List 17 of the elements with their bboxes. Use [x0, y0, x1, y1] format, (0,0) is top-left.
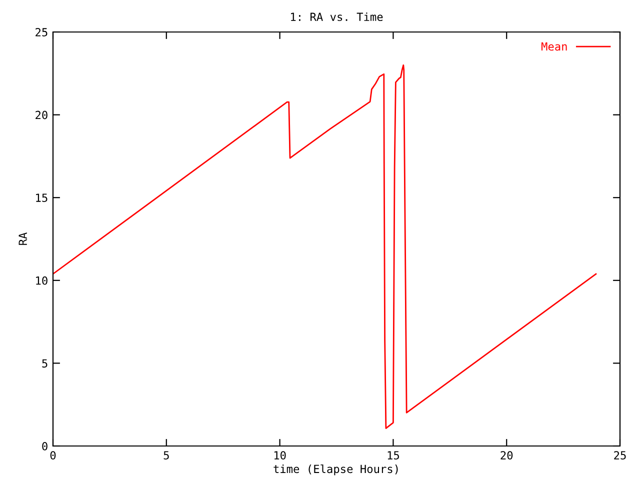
y-tick-label: 15 — [36, 194, 48, 202]
y-tick-label: 5 — [42, 359, 48, 368]
legend-label: Mean — [541, 42, 567, 51]
y-tick-label: 0 — [42, 442, 48, 450]
y-tick-label: 20 — [36, 110, 48, 120]
x-tick-label: 25 — [614, 451, 626, 460]
x-tick-label: 10 — [274, 451, 286, 460]
x-tick-label: 15 — [388, 451, 399, 460]
y-axis-title: RA — [18, 232, 27, 245]
x-tick-label: 5 — [164, 451, 169, 460]
x-axis-title: time (Elapse Hours) — [274, 464, 398, 476]
y-tick-label: 25 — [36, 28, 48, 36]
line-series — [53, 64, 597, 429]
chart-title: 1: RA vs. Time — [291, 12, 383, 22]
x-tick-label: 0 — [50, 451, 56, 460]
x-tick-label: 20 — [500, 451, 513, 460]
y-tick-label: 10 — [36, 276, 48, 285]
